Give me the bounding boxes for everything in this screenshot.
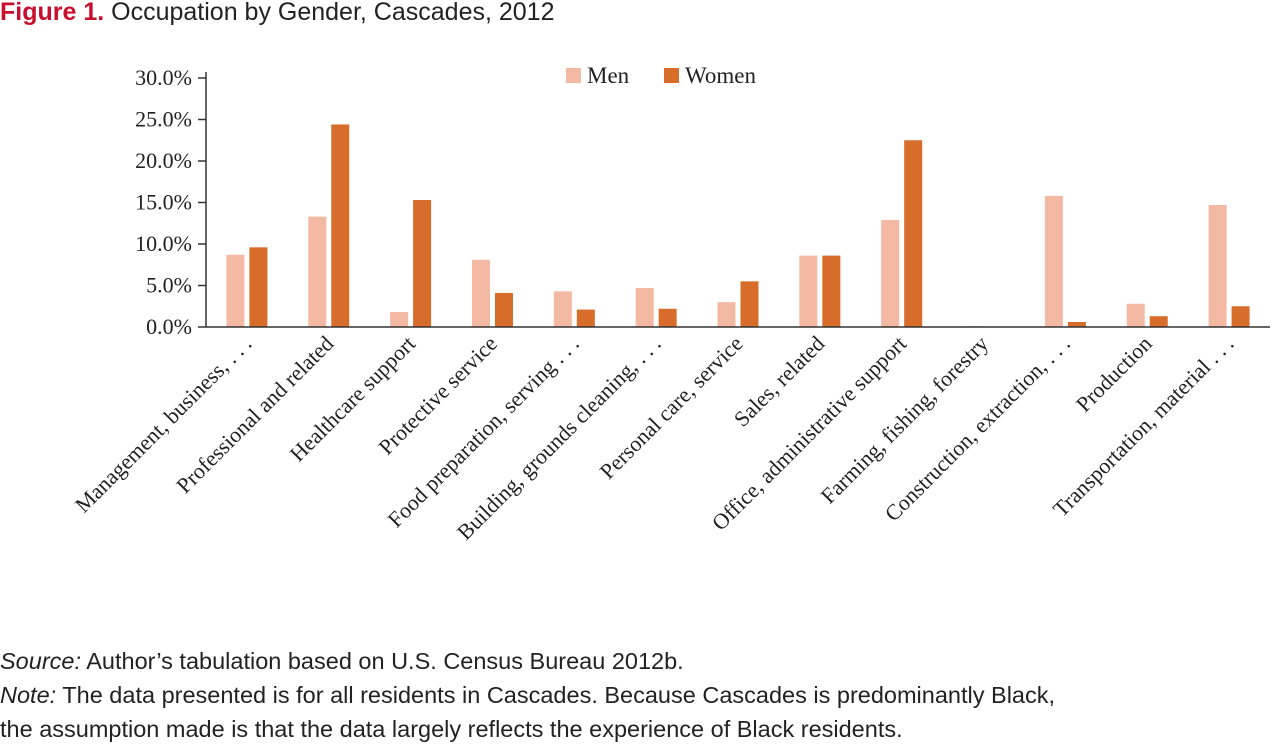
note: Note: The data presented is for all resi… xyxy=(0,678,1055,746)
bar-women-1 xyxy=(249,247,268,327)
bar-women-3 xyxy=(413,200,432,327)
bar-men-8 xyxy=(799,255,818,327)
bar-men-6 xyxy=(635,287,654,327)
bar-women-2 xyxy=(331,124,350,327)
y-tick-label: 25.0% xyxy=(135,107,192,132)
x-tick-label: Professional and related xyxy=(171,331,338,498)
y-tick-label: 0.0% xyxy=(146,314,192,339)
bar-men-7 xyxy=(717,302,736,327)
x-tick-label: Farming, fishing, forestry xyxy=(816,331,994,509)
legend-label-women: Women xyxy=(685,63,756,88)
bar-men-5 xyxy=(553,291,572,327)
bar-men-4 xyxy=(471,259,490,327)
bar-men-9 xyxy=(881,219,900,327)
source-lead: Source: xyxy=(0,648,81,674)
y-tick-label: 10.0% xyxy=(135,231,192,256)
y-tick-label: 30.0% xyxy=(135,65,192,90)
bar-men-13 xyxy=(1208,204,1227,327)
source-note: Source: Author’s tabulation based on U.S… xyxy=(0,644,684,678)
bar-women-9 xyxy=(904,140,923,327)
bar-women-12 xyxy=(1149,316,1168,327)
bar-women-11 xyxy=(1067,322,1086,327)
y-tick-label: 5.0% xyxy=(146,273,192,298)
legend-label-men: Men xyxy=(587,63,630,88)
legend-swatch-men xyxy=(566,68,581,83)
bar-chart: 0.0% 5.0% 10.0% 15.0% 20.0% 25.0% 30.0% Manage… xyxy=(70,63,1270,545)
note-lead: Note: xyxy=(0,682,57,708)
figure-label: Figure 1. xyxy=(0,0,105,26)
bar-women-13 xyxy=(1231,306,1250,327)
note-text-line-2: the assumption made is that the data lar… xyxy=(0,716,903,742)
bar-men-11 xyxy=(1044,195,1063,327)
note-text-line-1: The data presented is for all residents … xyxy=(56,682,1056,708)
y-tick-label: 20.0% xyxy=(135,148,192,173)
bar-men-12 xyxy=(1126,303,1145,327)
x-tick-label: Personal care, service xyxy=(595,331,748,484)
bar-men-3 xyxy=(390,312,409,327)
y-tick-label: 15.0% xyxy=(135,190,192,215)
x-axis-labels: Management, business, . . .Professional … xyxy=(70,331,1239,545)
bar-women-8 xyxy=(822,255,841,327)
chart-axes xyxy=(205,72,1270,328)
bar-women-4 xyxy=(494,292,513,327)
y-axis-ticks: 0.0% 5.0% 10.0% 15.0% 20.0% 25.0% 30.0% xyxy=(135,65,206,339)
chart-bars xyxy=(226,124,1250,328)
legend-swatch-women xyxy=(664,68,679,83)
bar-women-6 xyxy=(658,308,677,327)
bar-men-2 xyxy=(308,216,327,327)
bar-men-1 xyxy=(226,254,245,327)
source-text: Author’s tabulation based on U.S. Census… xyxy=(81,648,684,674)
chart-legend: Men Women xyxy=(566,63,756,88)
figure-title: Figure 1. Occupation by Gender, Cascades… xyxy=(0,0,554,27)
bar-women-5 xyxy=(576,309,595,327)
x-tick-label: Production xyxy=(1071,331,1157,417)
figure-title-text: Occupation by Gender, Cascades, 2012 xyxy=(111,0,555,26)
bar-women-7 xyxy=(740,281,759,327)
